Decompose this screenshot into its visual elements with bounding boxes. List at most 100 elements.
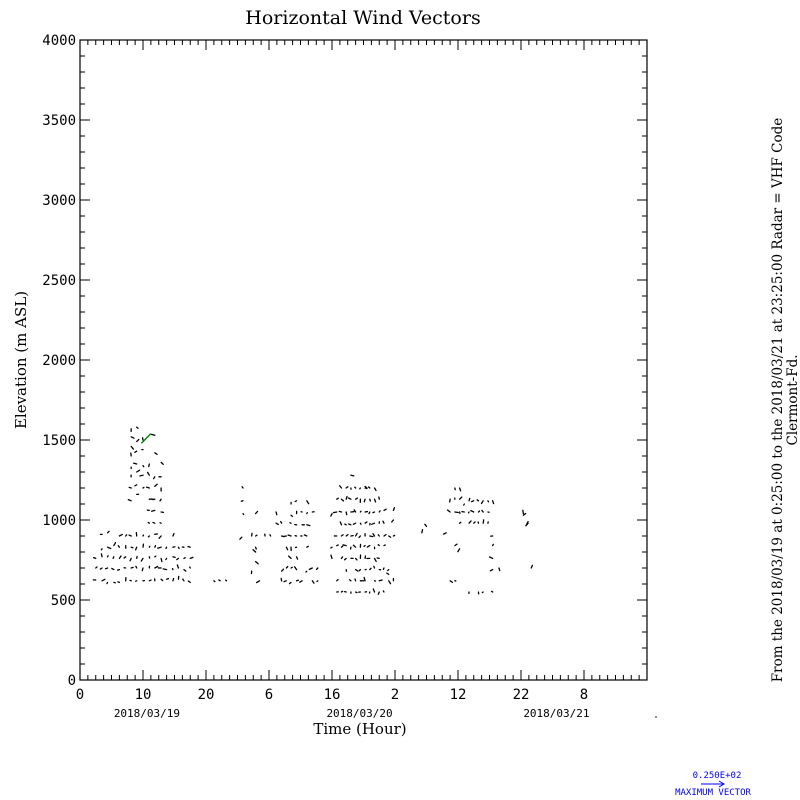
wind-vector xyxy=(254,560,259,565)
wind-vector xyxy=(358,535,362,539)
wind-vector xyxy=(275,522,279,526)
wind-vector xyxy=(150,433,156,436)
wind-vector xyxy=(213,580,216,583)
y-tick-label: 3500 xyxy=(42,113,76,129)
wind-vector xyxy=(352,544,357,548)
wind-vector xyxy=(130,436,135,439)
wind-vector xyxy=(182,578,185,582)
wind-vector xyxy=(106,546,112,550)
wind-vector xyxy=(239,536,243,540)
wind-vector xyxy=(354,557,358,561)
wind-vector xyxy=(136,438,140,443)
max-vector-label: MAXIMUM VECTOR xyxy=(675,788,751,798)
x-axis-ticks: 0 10 20 6 16 2 12 22 8 xyxy=(76,40,640,703)
wind-vector xyxy=(369,567,372,571)
wind-vector xyxy=(340,498,345,502)
wind-vector xyxy=(377,544,380,547)
wind-vector xyxy=(350,474,355,477)
wind-vector xyxy=(252,549,257,553)
wind-vector xyxy=(177,546,180,550)
wind-vector xyxy=(347,497,352,500)
station-text: Clermont-Fd. xyxy=(785,355,800,446)
wind-vector xyxy=(330,512,333,517)
wind-vector xyxy=(134,450,138,453)
wind-vector xyxy=(345,511,348,516)
wind-vector xyxy=(104,567,109,570)
wind-vector xyxy=(353,509,357,513)
wind-vector xyxy=(340,556,344,560)
wind-vector xyxy=(368,511,371,515)
wind-vector xyxy=(92,556,97,560)
wind-vector xyxy=(162,568,168,571)
wind-vector xyxy=(183,557,186,560)
wind-vector xyxy=(146,471,150,476)
wind-vector xyxy=(345,486,349,489)
wind-vector xyxy=(136,426,139,429)
wind-vector xyxy=(128,534,132,537)
wind-vector xyxy=(154,452,158,455)
wind-vector xyxy=(458,496,463,500)
wind-vector xyxy=(383,544,386,547)
x-axis-label: Time (Hour) xyxy=(313,720,406,738)
wind-vector xyxy=(371,522,376,525)
wind-vector xyxy=(345,533,349,537)
wind-vector xyxy=(254,510,259,515)
wind-vector xyxy=(522,509,525,515)
wind-vector xyxy=(490,590,494,593)
wind-vector xyxy=(470,509,475,513)
wind-vector xyxy=(311,580,315,584)
wind-vector xyxy=(241,486,244,489)
wind-vector xyxy=(242,512,245,516)
wind-vector xyxy=(142,486,145,489)
wind-vector xyxy=(372,533,376,537)
x-tick-label: 6 xyxy=(265,687,273,703)
date-label: 2018/03/21 xyxy=(523,707,589,720)
wind-vector xyxy=(373,557,377,563)
wind-vector xyxy=(306,545,309,548)
wind-vector xyxy=(481,509,484,513)
wind-vector xyxy=(147,521,150,524)
wind-vector xyxy=(498,567,501,572)
wind-vector xyxy=(141,567,144,572)
wind-vector xyxy=(382,567,385,570)
wind-vector xyxy=(378,510,381,513)
wind-vector xyxy=(373,487,377,492)
wind-vector xyxy=(139,474,144,477)
wind-vector xyxy=(468,520,472,524)
wind-vector xyxy=(172,532,175,537)
wind-vector xyxy=(255,580,261,584)
wind-vector xyxy=(142,534,145,537)
wind-vector xyxy=(118,533,123,537)
wind-vector xyxy=(295,556,299,560)
wind-vector xyxy=(491,500,495,505)
wind-vector xyxy=(339,485,343,489)
wind-vector xyxy=(118,555,122,560)
wind-vector xyxy=(372,511,376,514)
wind-vector xyxy=(117,545,121,548)
wind-vector xyxy=(348,579,352,582)
wind-vector xyxy=(293,566,298,571)
wind-vector xyxy=(290,566,293,569)
wind-vector xyxy=(306,500,310,505)
wind-vector xyxy=(128,486,132,489)
wind-vector xyxy=(359,510,362,513)
y-tick-label: 500 xyxy=(51,593,76,609)
date-labels: 2018/03/19 2018/03/20 2018/03/21 xyxy=(114,707,590,720)
wind-vector xyxy=(481,591,484,594)
y-axis-ticks: 0 500 1000 1500 2000 2500 3000 3500 4000 xyxy=(42,33,647,689)
wind-vector xyxy=(468,497,471,502)
wind-vector xyxy=(359,487,362,490)
wind-vector xyxy=(285,546,289,551)
wind-vector xyxy=(165,557,168,561)
wind-vector xyxy=(95,566,98,569)
wind-vector xyxy=(160,557,163,563)
wind-vector xyxy=(363,544,366,548)
wind-vector xyxy=(525,520,529,526)
wind-vector xyxy=(382,520,385,524)
x-tick-label: 20 xyxy=(198,687,215,703)
wind-vector xyxy=(111,567,115,571)
wind-vector xyxy=(476,499,480,502)
wind-vector xyxy=(388,535,392,538)
wind-vector xyxy=(306,512,308,515)
